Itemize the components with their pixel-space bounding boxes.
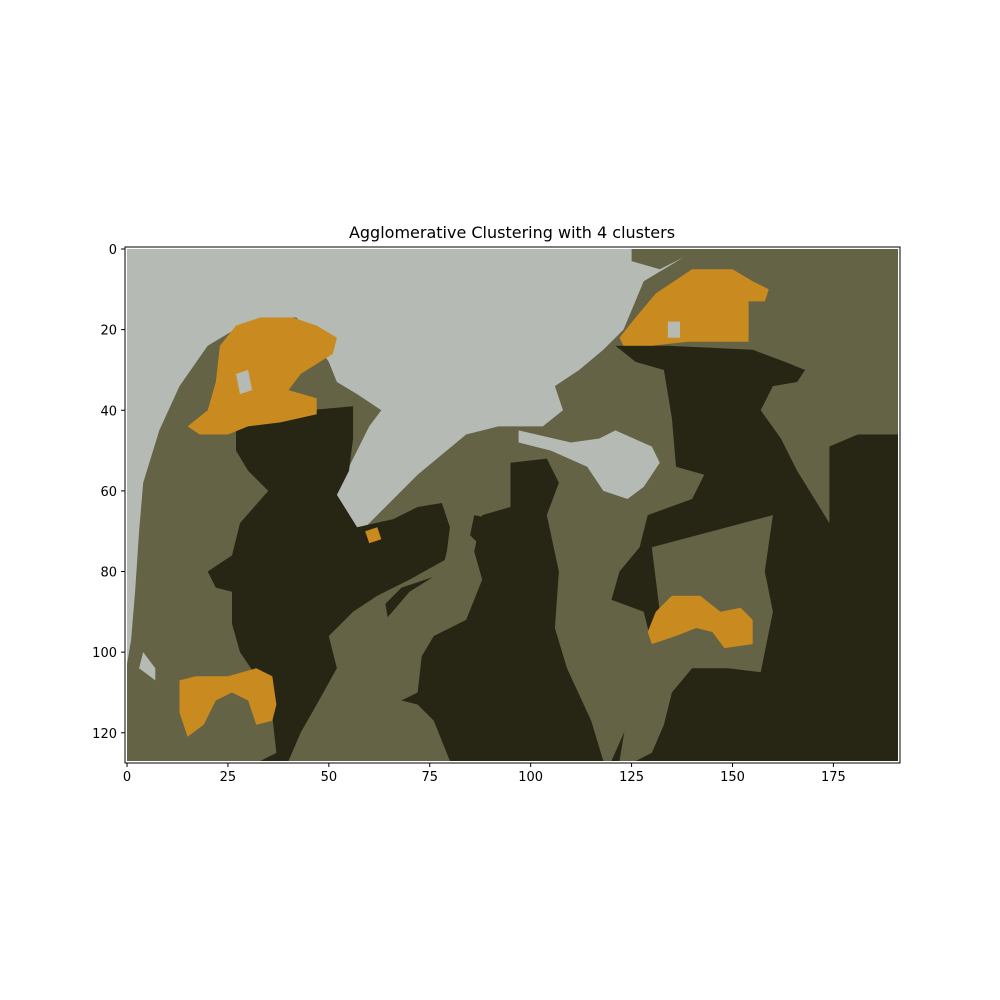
y-tick-label: 40 <box>100 404 117 419</box>
y-tick-label: 0 <box>109 243 117 258</box>
x-tick-label: 125 <box>619 770 644 785</box>
y-tick-label: 80 <box>100 566 117 581</box>
cluster-region-orange-12 <box>187 317 337 435</box>
cluster-region-sky-3 <box>139 652 156 681</box>
cluster-region-dark-7 <box>470 515 499 548</box>
cluster-region-sky-17 <box>236 370 253 395</box>
y-tick-label: 120 <box>92 727 117 742</box>
cluster-image <box>127 249 898 761</box>
y-tick-label: 60 <box>100 485 117 500</box>
x-tick-label: 75 <box>421 770 438 785</box>
chart-title: Agglomerative Clustering with 4 clusters <box>349 223 675 242</box>
x-axis: 0 25 50 75 100 125 150 175 <box>123 763 846 785</box>
cluster-region-sky-1 <box>127 249 684 665</box>
cluster-region-orange-14 <box>647 595 753 649</box>
x-tick-label: 100 <box>518 770 543 785</box>
cluster-region-dark-6 <box>385 458 604 761</box>
cluster-region-sky-2 <box>518 430 660 499</box>
y-axis: 0 20 40 60 80 100 120 <box>92 243 125 742</box>
cluster-region-orange-16 <box>365 527 382 544</box>
cluster-region-midtone-9 <box>619 515 773 761</box>
y-tick-label: 20 <box>100 324 117 339</box>
cluster-region-midtone-10 <box>385 539 483 701</box>
cluster-region-orange-13 <box>619 269 769 346</box>
x-tick-label: 0 <box>123 770 131 785</box>
cluster-region-orange-15 <box>179 668 277 737</box>
x-tick-label: 50 <box>321 770 338 785</box>
x-tick-label: 175 <box>821 770 846 785</box>
y-tick-label: 100 <box>92 646 117 661</box>
x-tick-label: 25 <box>220 770 237 785</box>
plot-frame <box>124 246 901 764</box>
cluster-region-sky-18 <box>667 321 680 338</box>
x-tick-label: 150 <box>720 770 745 785</box>
